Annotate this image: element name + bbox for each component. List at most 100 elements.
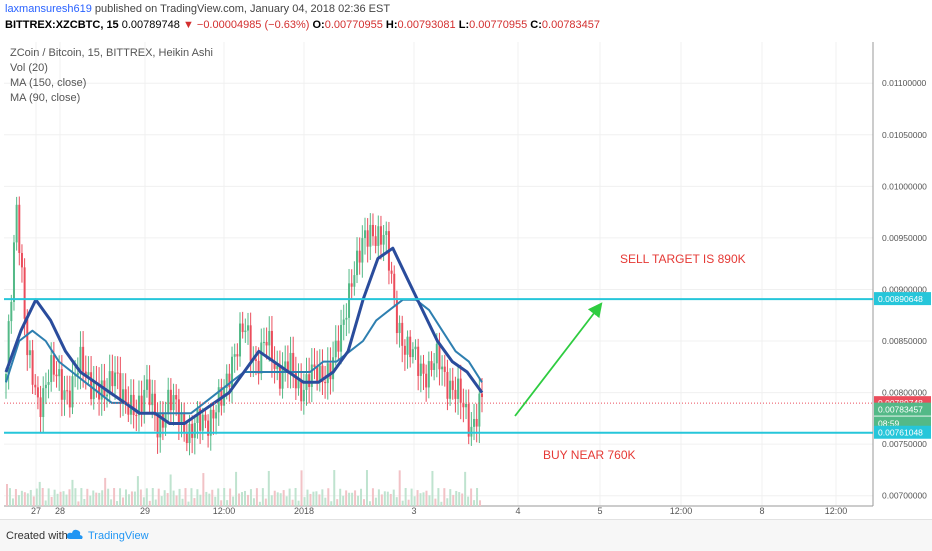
candle-body xyxy=(374,236,377,246)
volume-bar xyxy=(116,501,119,506)
tradingview-brand-link[interactable]: TradingView xyxy=(88,530,149,542)
volume-bar xyxy=(345,490,348,506)
x-tick-label: 28 xyxy=(55,506,65,516)
legend-ma150[interactable]: MA (150, close) xyxy=(10,77,87,89)
volume-bar xyxy=(178,488,181,506)
created-with-text: Created with xyxy=(6,530,68,542)
volume-bar xyxy=(386,491,389,506)
x-tick-label: 2018 xyxy=(294,506,314,516)
candle-body xyxy=(332,357,335,380)
candle-body xyxy=(249,325,252,361)
candle-body xyxy=(446,371,449,399)
candle-body xyxy=(353,275,356,287)
candle-body xyxy=(63,390,66,400)
volume-bar xyxy=(252,498,255,506)
volume-bar xyxy=(226,500,229,506)
volume-bar xyxy=(443,488,446,506)
candle-body xyxy=(79,346,82,373)
volume-bar xyxy=(122,497,125,506)
volume-bar xyxy=(264,498,267,506)
candle-body xyxy=(438,343,441,370)
volume-bar xyxy=(407,499,410,506)
volume-bar xyxy=(431,470,434,506)
volume-bar xyxy=(17,495,20,506)
candle-body xyxy=(7,321,10,375)
high-value: 0.00793081 xyxy=(397,19,456,31)
candle-body xyxy=(289,352,292,373)
up-arrow xyxy=(514,302,603,417)
price-label-text: 08:59 xyxy=(878,419,900,429)
x-tick-label: 5 xyxy=(597,506,602,516)
volume-bar xyxy=(470,488,473,506)
volume-bar xyxy=(395,497,398,506)
legend-volume[interactable]: Vol (20) xyxy=(10,62,48,74)
candle-body xyxy=(246,325,249,331)
quote-line: BITTREX:XZCBTC, 15 0.00789748 ▼ −0.00004… xyxy=(5,19,600,31)
price-change: −0.00004985 (−0.63%) xyxy=(196,19,310,31)
volume-bar xyxy=(383,491,386,506)
candle-body xyxy=(395,298,398,334)
publish-text: published on TradingView.com, January 04… xyxy=(94,3,391,15)
volume-bar xyxy=(380,494,383,506)
volume-bar xyxy=(214,496,217,506)
y-tick-label: 0.00700000 xyxy=(882,491,927,501)
candle-body xyxy=(254,359,257,361)
candle-body xyxy=(284,361,287,368)
candle-body xyxy=(169,389,172,411)
candle-body xyxy=(68,390,71,408)
volume-bar xyxy=(47,488,50,506)
candle-body xyxy=(345,317,348,320)
candle-body xyxy=(87,372,90,376)
volume-bar xyxy=(449,489,452,506)
volume-bar xyxy=(428,495,431,506)
volume-bar xyxy=(193,498,196,506)
candle-body xyxy=(108,371,111,395)
volume-bar xyxy=(330,501,333,506)
y-tick-label: 0.01000000 xyxy=(882,181,927,191)
price-chart[interactable]: 27 28 29 12:00 2018 3 4 5 12:00 8 12:00 0.01100000 0… xyxy=(0,40,932,519)
candle-body xyxy=(148,379,151,406)
open-value: 0.00770955 xyxy=(324,19,383,31)
tradingview-cloud-icon xyxy=(66,529,83,539)
volume-bar xyxy=(354,490,357,506)
volume-bar xyxy=(476,488,479,506)
volume-bar xyxy=(401,500,404,506)
volume-bar xyxy=(392,489,395,506)
volume-bar xyxy=(348,492,351,506)
author-link[interactable]: laxmansuresh619 xyxy=(5,3,92,15)
candle-body xyxy=(478,393,481,427)
volume-bar xyxy=(74,488,77,506)
volume-bar xyxy=(440,501,443,506)
volume-bar xyxy=(425,490,428,506)
volume-bar xyxy=(377,489,380,506)
candle-body xyxy=(26,318,29,356)
volume-bar xyxy=(398,470,401,506)
candle-body xyxy=(199,408,202,431)
candle-body xyxy=(119,373,122,402)
symbol-label: BITTREX:XZCBTC, 15 xyxy=(5,19,119,31)
volume-bar xyxy=(413,496,416,506)
volume-bar xyxy=(461,493,464,506)
candle-body xyxy=(98,383,101,400)
volume-bar xyxy=(190,488,193,506)
legend-ma90[interactable]: MA (90, close) xyxy=(10,92,81,104)
y-tick-label: 0.00800000 xyxy=(882,388,927,398)
candle-body xyxy=(111,371,114,387)
candle-body xyxy=(340,324,343,352)
candle-body xyxy=(225,373,228,389)
volume-bar xyxy=(32,496,35,506)
candle-body xyxy=(201,414,204,431)
volume-bar xyxy=(169,474,172,506)
candle-body xyxy=(151,393,154,406)
volume-bar xyxy=(154,499,157,506)
candle-body xyxy=(321,365,324,383)
candle-body xyxy=(50,355,53,383)
candle-body xyxy=(366,230,369,247)
candle-body xyxy=(385,231,388,235)
candle-body xyxy=(276,366,279,369)
volume-bar xyxy=(68,489,71,506)
candle-body xyxy=(58,369,61,377)
volume-bar xyxy=(241,492,244,506)
candle-body xyxy=(231,356,234,388)
volume-bar xyxy=(35,488,38,506)
